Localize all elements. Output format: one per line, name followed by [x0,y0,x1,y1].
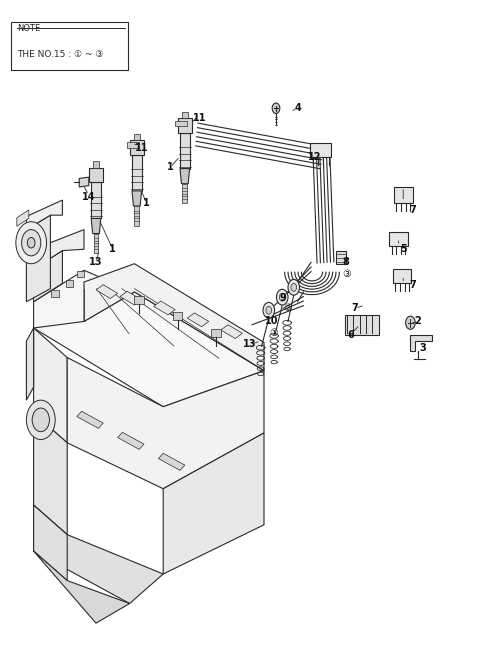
Polygon shape [51,290,59,297]
Text: 2: 2 [414,316,421,327]
Polygon shape [173,312,182,320]
Polygon shape [182,184,187,203]
Text: 9: 9 [280,293,287,304]
Text: 4: 4 [294,103,301,113]
Circle shape [266,306,272,314]
Polygon shape [77,271,84,277]
Text: 3: 3 [419,342,426,353]
Text: 7: 7 [409,280,416,291]
Polygon shape [96,285,118,298]
Polygon shape [66,280,73,287]
Polygon shape [187,313,209,327]
Polygon shape [93,161,99,168]
Circle shape [27,237,35,248]
Polygon shape [26,215,50,302]
Text: 13: 13 [89,257,103,268]
Text: THE NO.15 : ① ~ ③: THE NO.15 : ① ~ ③ [17,50,103,59]
Circle shape [263,302,275,318]
Circle shape [406,316,415,329]
Polygon shape [178,118,192,133]
Text: NOTE: NOTE [17,24,40,33]
Text: 6: 6 [347,329,354,340]
Polygon shape [120,291,142,305]
Polygon shape [77,411,103,428]
Polygon shape [134,206,139,226]
Polygon shape [134,134,140,140]
Circle shape [22,230,41,256]
Polygon shape [132,155,142,191]
Polygon shape [34,292,264,407]
Text: ①: ① [269,327,278,338]
Polygon shape [67,358,264,489]
Polygon shape [26,200,62,230]
Polygon shape [89,168,103,182]
Polygon shape [91,182,101,218]
Polygon shape [345,315,379,335]
Polygon shape [182,112,188,118]
Text: 13: 13 [243,339,256,350]
Polygon shape [163,433,264,574]
Polygon shape [180,133,190,169]
Text: 14: 14 [82,192,96,202]
Polygon shape [26,328,34,400]
Text: 12: 12 [308,152,321,163]
Polygon shape [389,232,408,246]
Polygon shape [34,230,84,269]
Polygon shape [34,413,67,535]
Polygon shape [394,187,413,203]
Polygon shape [310,143,331,157]
Polygon shape [393,269,411,283]
Text: 1: 1 [167,162,174,173]
Polygon shape [118,432,144,449]
Polygon shape [34,328,67,443]
Polygon shape [211,329,221,337]
Polygon shape [34,505,163,604]
Polygon shape [180,169,190,184]
Polygon shape [221,325,242,338]
Text: 1: 1 [143,198,150,209]
Polygon shape [175,121,187,126]
Circle shape [288,279,300,295]
Polygon shape [132,191,142,206]
Text: 5: 5 [400,244,407,255]
Polygon shape [79,177,89,187]
Polygon shape [34,551,130,623]
Text: 7: 7 [352,303,359,314]
Text: 8: 8 [342,257,349,268]
FancyBboxPatch shape [11,22,128,70]
Text: 1: 1 [109,244,116,255]
Text: 11: 11 [192,113,206,123]
Polygon shape [127,142,139,148]
Polygon shape [158,453,185,470]
Text: 11: 11 [135,142,148,153]
Circle shape [291,283,297,291]
Polygon shape [130,140,144,155]
Polygon shape [154,301,175,315]
Circle shape [32,408,49,432]
Polygon shape [336,251,346,264]
Polygon shape [410,335,432,351]
Circle shape [16,222,47,264]
Polygon shape [91,218,101,234]
Circle shape [276,289,288,305]
Polygon shape [84,264,264,371]
Text: 7: 7 [409,205,416,215]
Polygon shape [34,251,62,302]
Circle shape [26,400,55,440]
Polygon shape [17,210,29,226]
Text: ③: ③ [343,269,351,279]
Circle shape [279,293,285,301]
Text: ②: ② [284,303,292,314]
Polygon shape [34,270,134,328]
Text: 10: 10 [264,316,278,327]
Circle shape [272,103,280,113]
Polygon shape [134,296,144,304]
Polygon shape [94,234,98,253]
Polygon shape [34,505,67,581]
